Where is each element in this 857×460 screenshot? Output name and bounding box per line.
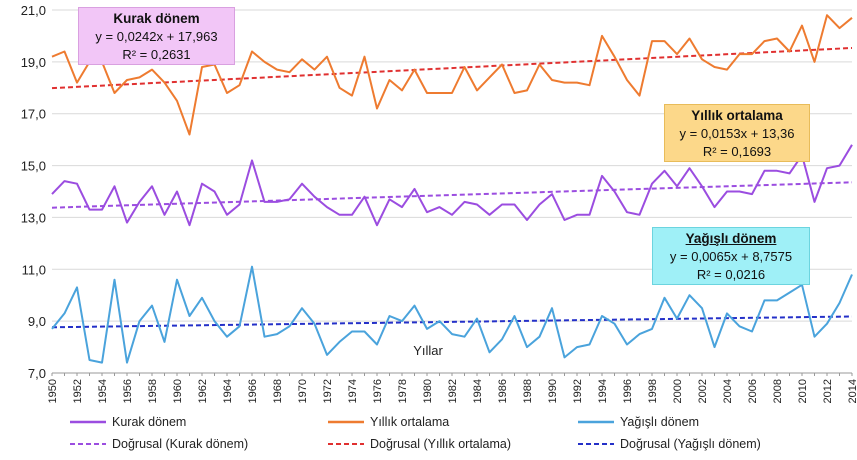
y-tick-label: 9,0 bbox=[28, 314, 46, 329]
legend-swatch-kurak bbox=[70, 420, 106, 424]
x-tick-label: 1978 bbox=[397, 379, 409, 403]
trend-line bbox=[51, 315, 853, 329]
legend-label-kurak: Kurak dönem bbox=[112, 415, 187, 429]
trend-line bbox=[51, 181, 853, 209]
trend-line bbox=[51, 46, 853, 90]
x-tick-label: 1970 bbox=[297, 379, 309, 403]
x-tick-label: 1990 bbox=[547, 379, 559, 403]
annotation-yagisli-equation: y = 0,0065x + 8,7575 bbox=[669, 249, 793, 264]
x-tick-label: 1968 bbox=[272, 379, 284, 403]
x-tick-label: 1984 bbox=[472, 379, 484, 403]
annotation-kurak-equation: y = 0,0242x + 17,963 bbox=[95, 29, 218, 44]
y-tick-label: 11,0 bbox=[22, 262, 46, 277]
annotation-kurak-title: Kurak dönem bbox=[113, 11, 200, 26]
annotation-yillik-r2: R² = 0,1693 bbox=[702, 144, 772, 159]
x-tick-label: 1998 bbox=[647, 379, 659, 403]
x-tick-label: 1974 bbox=[347, 379, 359, 403]
legend-label-trend-yillik: Doğrusal (Yıllık ortalama) bbox=[370, 437, 512, 451]
legend-label-trend-yagisli: Doğrusal (Yağışlı dönem) bbox=[620, 437, 761, 451]
y-axis: 7,0 9,0 11,0 13,0 15,0 17,0 19,0 21,0 bbox=[21, 3, 46, 381]
x-tick-label: 2006 bbox=[747, 379, 759, 403]
legend-swatch-trend-kurak bbox=[70, 443, 106, 445]
legend-item-trend-kurak: Doğrusal (Kurak dönem) bbox=[70, 434, 248, 454]
x-tick-label: 1988 bbox=[522, 379, 534, 403]
y-tick-label: 13,0 bbox=[21, 210, 46, 225]
annotation-yagisli-title: Yağışlı dönem bbox=[685, 231, 777, 246]
x-tick-label: 1986 bbox=[497, 379, 509, 403]
x-tick-label: 1952 bbox=[72, 379, 84, 403]
x-tick-label: 1962 bbox=[197, 379, 209, 403]
x-tick-label: 2012 bbox=[822, 379, 834, 403]
y-tick-label: 19,0 bbox=[21, 55, 46, 70]
trend-lines bbox=[51, 46, 853, 329]
legend-swatch-trend-yillik bbox=[328, 443, 364, 445]
legend-swatch-yillik bbox=[328, 420, 364, 424]
legend-item-yagisli: Yağışlı dönem bbox=[578, 412, 699, 432]
x-tick-label: 1960 bbox=[172, 379, 184, 403]
annotation-yillik-equation: y = 0,0153x + 13,36 bbox=[679, 126, 795, 141]
legend-swatch-yagisli bbox=[578, 420, 614, 424]
x-tick-label: 1992 bbox=[572, 379, 584, 403]
x-tick-label: 1982 bbox=[447, 379, 459, 403]
annotation-yillik: Yıllık ortalama y = 0,0153x + 13,36 R² =… bbox=[664, 104, 810, 162]
x-axis: 1950 1952 1954 1956 1958 1960 1962 1964 1966 1968… bbox=[47, 372, 857, 403]
series-line bbox=[51, 14, 853, 136]
x-tick-label: 1966 bbox=[247, 379, 259, 403]
series-line bbox=[51, 144, 853, 227]
x-tick-label: 1950 bbox=[47, 379, 59, 403]
legend: Kurak dönem Yıllık ortalama Yağışlı döne… bbox=[70, 412, 850, 458]
x-tick-label: 1976 bbox=[372, 379, 384, 403]
series-line bbox=[51, 265, 853, 364]
annotation-kurak-r2: R² = 0,2631 bbox=[122, 47, 191, 62]
annotation-kurak: Kurak dönem y = 0,0242x + 17,963 R² = 0,… bbox=[78, 7, 235, 65]
x-tick-label: 2002 bbox=[697, 379, 709, 403]
line-chart: 7,09,011,013,015,017,019,021,0 1950 1952 1… bbox=[21, 3, 857, 403]
legend-label-yillik: Yıllık ortalama bbox=[370, 415, 450, 429]
x-tick-label: 1954 bbox=[97, 379, 109, 403]
y-tick-label: 15,0 bbox=[21, 159, 46, 174]
x-tick-label: 1964 bbox=[222, 379, 234, 403]
y-tick-label: 7,0 bbox=[28, 366, 46, 381]
annotation-yagisli: Yağışlı dönem y = 0,0065x + 8,7575 R² = … bbox=[652, 227, 810, 285]
data-series bbox=[51, 14, 853, 364]
x-tick-label: 1980 bbox=[422, 379, 434, 403]
legend-swatch-trend-yagisli bbox=[578, 443, 614, 445]
legend-item-trend-yagisli: Doğrusal (Yağışlı dönem) bbox=[578, 434, 761, 454]
x-tick-label: 2004 bbox=[722, 379, 734, 403]
x-tick-label: 1972 bbox=[322, 379, 334, 403]
legend-label-yagisli: Yağışlı dönem bbox=[620, 415, 699, 429]
legend-item-yillik: Yıllık ortalama bbox=[328, 412, 449, 432]
y-tick-label: 17,0 bbox=[21, 107, 46, 122]
x-tick-label: 1996 bbox=[622, 379, 634, 403]
x-tick-label: 1994 bbox=[597, 379, 609, 403]
x-axis-title: Yıllar bbox=[413, 343, 443, 358]
x-tick-label: 2000 bbox=[672, 379, 684, 403]
x-tick-label: 1958 bbox=[147, 379, 159, 403]
x-tick-label: 2008 bbox=[772, 379, 784, 403]
annotation-yagisli-r2: R² = 0,0216 bbox=[696, 267, 766, 282]
x-tick-label: 1956 bbox=[122, 379, 134, 403]
legend-item-kurak: Kurak dönem bbox=[70, 412, 186, 432]
x-tick-label: 2010 bbox=[797, 379, 809, 403]
legend-label-trend-kurak: Doğrusal (Kurak dönem) bbox=[112, 437, 249, 451]
y-tick-label: 21,0 bbox=[21, 3, 46, 18]
legend-item-trend-yillik: Doğrusal (Yıllık ortalama) bbox=[328, 434, 511, 454]
x-tick-label: 2014 bbox=[847, 379, 857, 403]
annotation-yillik-title: Yıllık ortalama bbox=[691, 108, 783, 123]
